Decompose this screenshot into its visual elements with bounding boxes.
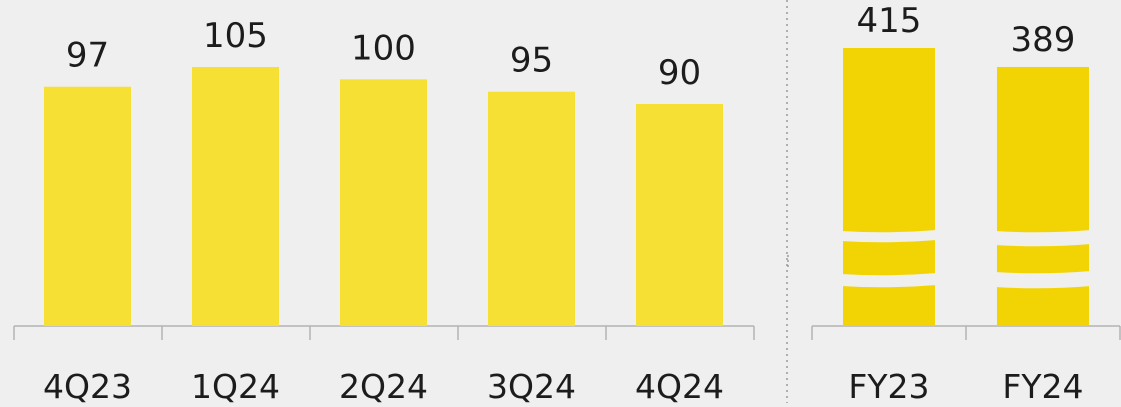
quarterly-panel: 97 4Q23 105 1Q24 100 2Q24 95 3Q24 90 4Q24	[13, 16, 755, 406]
x-tick-label-2q24: 2Q24	[339, 367, 428, 403]
x-tick-label-1q24: 1Q24	[191, 367, 280, 403]
bar-2q24	[340, 79, 427, 326]
bar-1q24	[192, 67, 279, 326]
data-label-2q24: 100	[351, 28, 416, 68]
data-label-4q24: 90	[658, 53, 701, 93]
x-tick-label-4q23: 4Q23	[43, 367, 132, 403]
x-tick-label-4q24: 4Q24	[635, 367, 724, 403]
bar-break-gap-fy23	[841, 273, 937, 288]
data-label-1q24: 105	[203, 16, 268, 56]
data-label-4q23: 97	[66, 36, 109, 76]
data-label-3q24: 95	[510, 41, 553, 81]
bar-break-gap-fy24	[995, 271, 1091, 289]
bar-break-gap-fy23	[841, 230, 937, 243]
bar-break-gap-fy24	[995, 230, 1091, 247]
data-label-fy23: 415	[857, 1, 922, 41]
bar-4q24	[636, 104, 723, 326]
annual-panel: 415 FY23 389 FY24	[787, 1, 1121, 406]
x-tick-label-fy23: FY23	[848, 367, 929, 403]
x-tick-label-3q24: 3Q24	[487, 367, 576, 403]
data-label-fy24: 389	[1011, 20, 1076, 60]
bar-4q23	[44, 86, 131, 326]
bar-3q24	[488, 91, 575, 327]
x-tick-label-fy24: FY24	[1002, 367, 1083, 403]
